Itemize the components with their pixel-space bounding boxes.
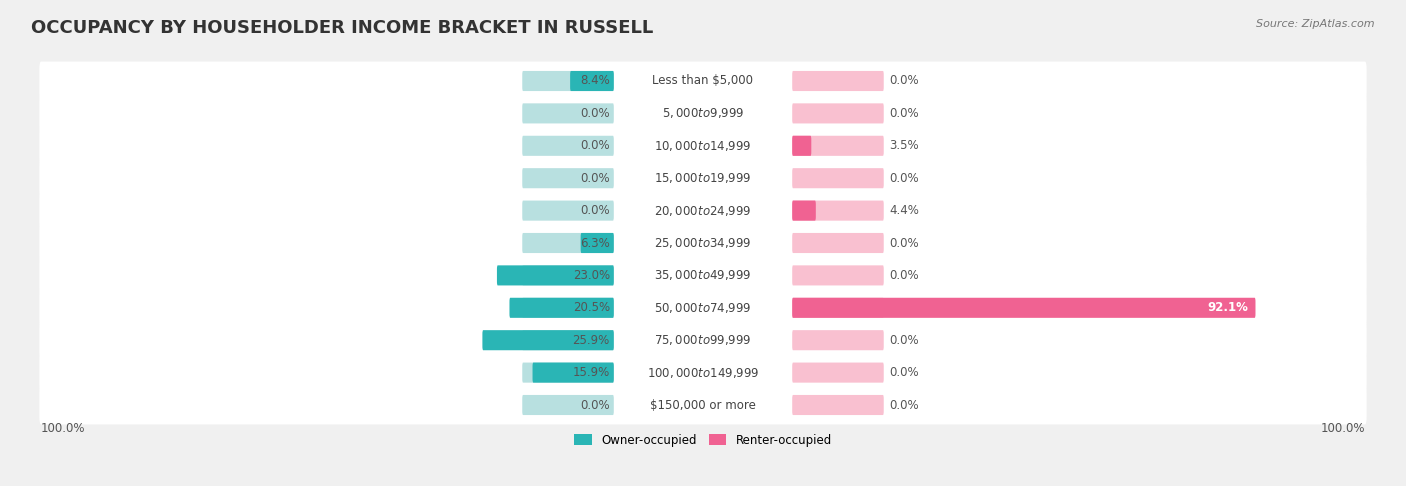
FancyBboxPatch shape (522, 104, 614, 123)
Text: $10,000 to $14,999: $10,000 to $14,999 (654, 139, 752, 153)
Text: 20.5%: 20.5% (572, 301, 610, 314)
Text: 100.0%: 100.0% (1320, 422, 1365, 435)
FancyBboxPatch shape (792, 104, 884, 123)
FancyBboxPatch shape (39, 94, 1367, 133)
FancyBboxPatch shape (522, 298, 614, 318)
FancyBboxPatch shape (569, 71, 614, 91)
Text: 0.0%: 0.0% (890, 334, 920, 347)
Text: $25,000 to $34,999: $25,000 to $34,999 (654, 236, 752, 250)
Text: 8.4%: 8.4% (581, 74, 610, 87)
FancyBboxPatch shape (522, 136, 614, 156)
FancyBboxPatch shape (482, 330, 614, 350)
Text: 4.4%: 4.4% (890, 204, 920, 217)
Text: 0.0%: 0.0% (581, 139, 610, 152)
Text: 0.0%: 0.0% (890, 74, 920, 87)
Text: 15.9%: 15.9% (572, 366, 610, 379)
FancyBboxPatch shape (39, 224, 1367, 262)
FancyBboxPatch shape (522, 395, 614, 415)
FancyBboxPatch shape (39, 385, 1367, 424)
Text: $75,000 to $99,999: $75,000 to $99,999 (654, 333, 752, 347)
FancyBboxPatch shape (533, 363, 614, 382)
Text: 0.0%: 0.0% (890, 172, 920, 185)
FancyBboxPatch shape (39, 159, 1367, 198)
Text: 0.0%: 0.0% (890, 366, 920, 379)
Legend: Owner-occupied, Renter-occupied: Owner-occupied, Renter-occupied (574, 434, 832, 447)
Text: 0.0%: 0.0% (581, 107, 610, 120)
FancyBboxPatch shape (522, 265, 614, 285)
FancyBboxPatch shape (39, 126, 1367, 165)
Text: $5,000 to $9,999: $5,000 to $9,999 (662, 106, 744, 121)
Text: OCCUPANCY BY HOUSEHOLDER INCOME BRACKET IN RUSSELL: OCCUPANCY BY HOUSEHOLDER INCOME BRACKET … (31, 19, 654, 37)
FancyBboxPatch shape (522, 363, 614, 382)
FancyBboxPatch shape (792, 298, 884, 318)
FancyBboxPatch shape (39, 191, 1367, 230)
FancyBboxPatch shape (581, 233, 614, 253)
Text: 23.0%: 23.0% (572, 269, 610, 282)
FancyBboxPatch shape (522, 201, 614, 221)
FancyBboxPatch shape (792, 395, 884, 415)
Text: $150,000 or more: $150,000 or more (650, 399, 756, 412)
Text: 3.5%: 3.5% (890, 139, 920, 152)
FancyBboxPatch shape (792, 330, 884, 350)
Text: 92.1%: 92.1% (1208, 301, 1249, 314)
FancyBboxPatch shape (792, 136, 884, 156)
FancyBboxPatch shape (792, 265, 884, 285)
FancyBboxPatch shape (39, 288, 1367, 327)
FancyBboxPatch shape (522, 233, 614, 253)
FancyBboxPatch shape (522, 330, 614, 350)
Text: 0.0%: 0.0% (581, 399, 610, 412)
FancyBboxPatch shape (792, 363, 884, 382)
FancyBboxPatch shape (39, 321, 1367, 360)
Text: $20,000 to $24,999: $20,000 to $24,999 (654, 204, 752, 218)
Text: 0.0%: 0.0% (890, 399, 920, 412)
FancyBboxPatch shape (39, 256, 1367, 295)
FancyBboxPatch shape (39, 62, 1367, 101)
Text: 0.0%: 0.0% (890, 237, 920, 249)
FancyBboxPatch shape (792, 136, 811, 156)
FancyBboxPatch shape (522, 71, 614, 91)
Text: 0.0%: 0.0% (890, 107, 920, 120)
Text: Less than $5,000: Less than $5,000 (652, 74, 754, 87)
FancyBboxPatch shape (496, 265, 614, 285)
FancyBboxPatch shape (792, 168, 884, 188)
FancyBboxPatch shape (792, 71, 884, 91)
Text: 25.9%: 25.9% (572, 334, 610, 347)
Text: $50,000 to $74,999: $50,000 to $74,999 (654, 301, 752, 315)
FancyBboxPatch shape (39, 353, 1367, 392)
FancyBboxPatch shape (792, 201, 815, 221)
Text: Source: ZipAtlas.com: Source: ZipAtlas.com (1257, 19, 1375, 30)
FancyBboxPatch shape (792, 298, 1256, 318)
Text: 0.0%: 0.0% (890, 269, 920, 282)
Text: $35,000 to $49,999: $35,000 to $49,999 (654, 268, 752, 282)
FancyBboxPatch shape (522, 168, 614, 188)
Text: 100.0%: 100.0% (41, 422, 86, 435)
Text: $15,000 to $19,999: $15,000 to $19,999 (654, 171, 752, 185)
Text: 0.0%: 0.0% (581, 204, 610, 217)
Text: $100,000 to $149,999: $100,000 to $149,999 (647, 365, 759, 380)
FancyBboxPatch shape (792, 201, 884, 221)
FancyBboxPatch shape (509, 298, 614, 318)
Text: 6.3%: 6.3% (581, 237, 610, 249)
FancyBboxPatch shape (792, 233, 884, 253)
Text: 0.0%: 0.0% (581, 172, 610, 185)
